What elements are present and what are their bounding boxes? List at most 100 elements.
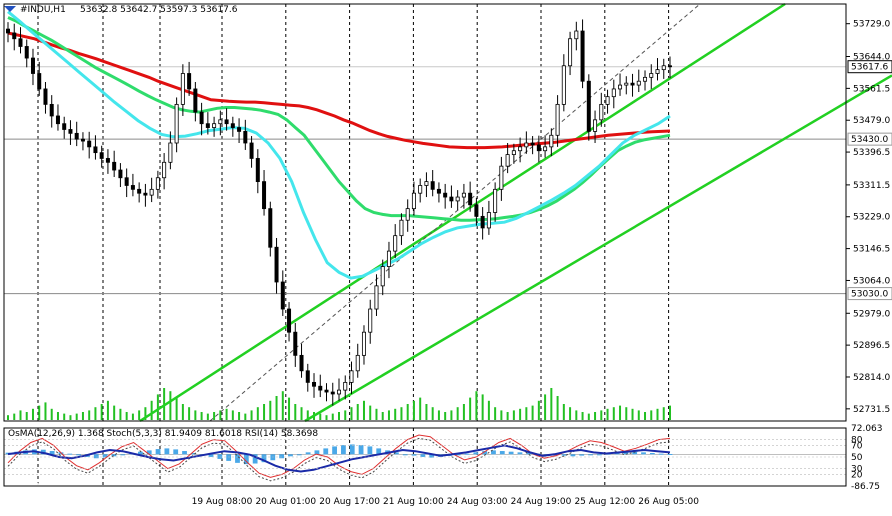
candle-body — [37, 73, 42, 90]
osma-bar — [561, 454, 567, 456]
candle-body — [586, 80, 591, 132]
candle-body — [605, 96, 610, 105]
candle-body — [493, 188, 498, 213]
candle-body — [636, 80, 641, 86]
candle-body — [449, 196, 454, 202]
indicator-tick-label: 50 — [851, 453, 863, 463]
candle-body — [574, 30, 579, 40]
osma-bar — [111, 454, 117, 457]
price-tick-label: 53729.0 — [853, 20, 890, 30]
osma-bar — [482, 451, 488, 455]
price-tick-label: 53644.0 — [853, 53, 890, 63]
candle-body — [187, 73, 192, 90]
osma-bar — [411, 454, 417, 456]
osma-bar — [217, 454, 223, 459]
candle-body — [305, 370, 310, 383]
candle-body — [124, 177, 129, 186]
candle-body — [661, 65, 666, 71]
osma-bar — [473, 452, 479, 455]
candle-body — [393, 235, 398, 252]
candle-body — [137, 188, 142, 194]
osma-bar — [641, 452, 646, 455]
price-tick-label: 53229.0 — [853, 213, 890, 223]
volume-bars — [7, 388, 671, 420]
candle-body — [536, 144, 541, 152]
candle-body — [599, 103, 604, 121]
rsi-line — [7, 444, 671, 473]
channel-upper-line — [139, 2, 786, 423]
candle-body — [461, 192, 466, 198]
indicator-plot — [4, 434, 846, 482]
candle-body — [49, 103, 54, 117]
ma-line — [7, 10, 671, 280]
osma-bar — [146, 450, 152, 455]
osma-bar — [314, 450, 320, 455]
osma-bar — [155, 449, 161, 455]
price-tick-label: 52896.5 — [853, 341, 890, 351]
candle-body — [143, 192, 148, 196]
candle-body — [480, 215, 485, 229]
osma-bar — [623, 452, 629, 455]
instaforex-logo: instaforex Instant Forex Trading — [8, 476, 176, 515]
osma-bar — [393, 452, 399, 455]
candle-body — [643, 76, 648, 82]
price-tick-label: 53064.0 — [853, 276, 890, 286]
current-price-box — [847, 60, 892, 74]
time-tick-label: 20 Aug 01:00 — [255, 497, 316, 507]
candle-body — [255, 158, 260, 183]
osma-bar — [464, 453, 470, 455]
osma-bar — [402, 454, 408, 456]
candle-body — [243, 131, 248, 144]
candle-body — [330, 391, 335, 395]
ma-line — [7, 31, 671, 150]
candle-body — [318, 385, 323, 391]
candle-body — [524, 142, 529, 148]
candle-body — [649, 73, 654, 78]
candle-body — [424, 181, 429, 186]
candle-body — [162, 161, 167, 179]
price-tick-label: 52731.5 — [853, 405, 890, 415]
osma-bar — [349, 444, 355, 455]
osma-bar — [429, 454, 435, 458]
candle-body — [6, 28, 11, 34]
time-tick-label: 24 Aug 19:00 — [511, 497, 572, 507]
dropdown-arrow-icon[interactable] — [4, 6, 16, 12]
price-tick-label: 52979.0 — [853, 309, 890, 319]
price-tick-label: 52814.0 — [853, 373, 890, 383]
candle-body — [237, 127, 242, 132]
candle-body — [530, 142, 535, 146]
candle-body — [474, 204, 479, 217]
candle-body — [280, 281, 285, 310]
chart-header: #INDU,H1 53632.8 53642.7 53597.3 53617.6 — [4, 5, 238, 15]
candle-body — [668, 65, 673, 68]
osma-bar — [632, 451, 638, 455]
candle-body — [568, 38, 573, 67]
level-price-box — [847, 132, 892, 146]
symbol-label: #INDU,H1 — [20, 5, 66, 15]
candle-body — [561, 65, 566, 105]
osma-bar — [261, 454, 267, 463]
osma-bar — [667, 453, 673, 455]
candles — [6, 19, 673, 406]
time-tick-label: 24 Aug 03:00 — [447, 497, 508, 507]
osma-bar — [455, 454, 461, 456]
candle-body — [518, 146, 523, 152]
candle-body — [99, 152, 104, 159]
price-tick-label: 53146.5 — [853, 245, 890, 255]
candle-body — [411, 192, 416, 210]
stoch-line — [7, 434, 671, 478]
candle-body — [55, 115, 60, 125]
candle-body — [580, 30, 585, 82]
candle-body — [18, 38, 23, 47]
candle-body — [555, 103, 560, 136]
candle-body — [655, 69, 660, 74]
candle-body — [80, 138, 85, 142]
time-tick-label: 19 Aug 08:00 — [192, 497, 253, 507]
candle-body — [368, 308, 373, 333]
svg-text:Instant Forex Trading: Instant Forex Trading — [46, 501, 159, 515]
osma-bar — [243, 454, 249, 465]
candle-body — [486, 212, 491, 229]
osma-bar — [491, 450, 496, 455]
candle-body — [618, 84, 623, 90]
